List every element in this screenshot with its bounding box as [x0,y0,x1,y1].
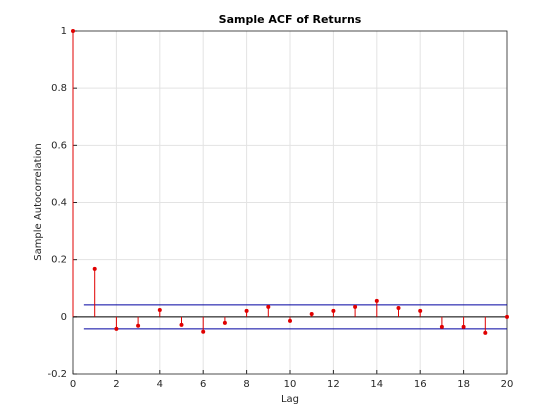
x-tick-label: 4 [157,379,163,390]
stem-marker [266,304,271,309]
x-tick-label: 0 [70,379,76,390]
stem-marker [418,308,423,313]
y-tick-label: 0 [61,312,67,323]
stem-marker [201,329,206,334]
stem-marker [288,318,292,323]
x-tick-label: 14 [370,379,383,390]
x-tick-label: 18 [457,379,470,390]
y-tick-label: 0.4 [51,198,67,209]
stem-marker [483,330,488,335]
y-tick-label: 0.6 [51,140,67,151]
y-tick-label: 0.8 [51,83,67,94]
stem-marker [71,29,75,33]
x-tick-label: 2 [113,379,119,390]
stem-marker [244,308,249,313]
x-tick-label: 12 [327,379,340,390]
y-tick-label: 0.2 [51,255,67,266]
stem-marker [114,326,119,331]
y-tick-label: 1 [61,26,67,37]
stem-marker [461,324,466,329]
x-axis-label: Lag [281,394,299,405]
stem-marker [157,307,162,312]
stem-marker [353,304,358,309]
stem-marker [505,314,509,319]
stem-marker [179,322,184,327]
y-axis-label: Sample Autocorrelation [33,143,44,261]
x-tick-label: 16 [414,379,427,390]
y-tick-label: -0.2 [47,369,67,380]
x-tick-label: 6 [200,379,206,390]
x-tick-label: 8 [243,379,249,390]
x-tick-label: 10 [284,379,297,390]
stem-marker [396,305,401,310]
stem-marker [309,311,314,316]
stem-marker [136,323,141,328]
stem-marker [222,320,227,325]
stem-marker [331,308,336,313]
chart-title: Sample ACF of Returns [219,13,362,26]
stem-marker [374,298,379,303]
stem-marker [92,266,97,271]
x-tick-label: 20 [501,379,514,390]
stem-marker [439,324,444,329]
